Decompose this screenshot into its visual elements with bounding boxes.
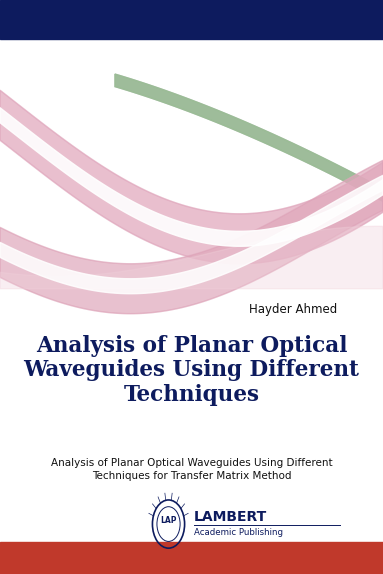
Polygon shape [0, 175, 383, 294]
Polygon shape [115, 74, 383, 201]
Text: Hayder Ahmed: Hayder Ahmed [249, 303, 337, 316]
Polygon shape [0, 108, 383, 246]
Polygon shape [0, 160, 383, 313]
Text: LAP: LAP [160, 516, 177, 525]
Bar [0, 0, 383, 39]
Polygon shape [115, 74, 383, 201]
Text: Analysis of Planar Optical
Waveguides Using Different
Techniques: Analysis of Planar Optical Waveguides Us… [24, 335, 359, 406]
Text: Analysis of Planar Optical Waveguides Using Different
Techniques for Transfer Ma: Analysis of Planar Optical Waveguides Us… [51, 458, 332, 481]
Polygon shape [0, 90, 383, 263]
Polygon shape [0, 226, 383, 289]
Text: LAMBERT: LAMBERT [194, 510, 267, 524]
Polygon shape [0, 90, 383, 263]
Bar [0, 39, 383, 289]
Bar [0, 542, 383, 574]
Text: Academic Publishing: Academic Publishing [194, 528, 283, 537]
Polygon shape [0, 160, 383, 313]
